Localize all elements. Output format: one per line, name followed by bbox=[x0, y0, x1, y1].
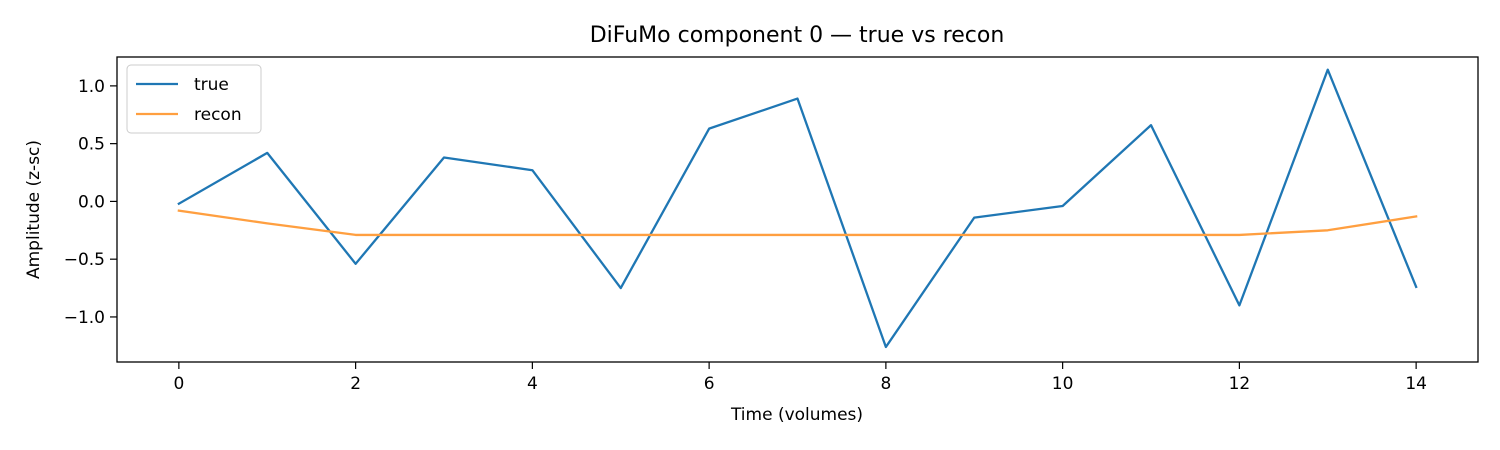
y-tick-label: −0.5 bbox=[64, 250, 105, 270]
y-tick-label: 0.5 bbox=[78, 135, 105, 155]
x-axis-label: Time (volumes) bbox=[730, 405, 863, 425]
x-axis-ticks: 0 2 4 6 8 10 12 14 bbox=[173, 362, 1427, 394]
y-axis-ticks: 1.0 0.5 0.0 −0.5 −1.0 bbox=[64, 77, 117, 328]
legend-label-true: true bbox=[194, 75, 229, 95]
x-tick-label: 12 bbox=[1229, 374, 1251, 394]
y-tick-label: 0.0 bbox=[78, 192, 105, 212]
y-tick-label: 1.0 bbox=[78, 77, 105, 97]
y-axis-label: Amplitude (z-sc) bbox=[24, 140, 44, 279]
series-line-true bbox=[177, 68, 1418, 349]
y-tick-label: −1.0 bbox=[64, 308, 105, 328]
legend-label-recon: recon bbox=[194, 105, 242, 125]
x-tick-label: 8 bbox=[880, 374, 891, 394]
x-tick-label: 14 bbox=[1405, 374, 1427, 394]
chart-title: DiFuMo component 0 — true vs recon bbox=[590, 23, 1005, 48]
series-layer bbox=[177, 68, 1418, 349]
series-line-recon bbox=[177, 209, 1418, 237]
legend: true recon bbox=[126, 64, 262, 134]
plot-frame bbox=[116, 56, 1479, 363]
x-tick-label: 2 bbox=[350, 374, 361, 394]
x-tick-label: 6 bbox=[704, 374, 715, 394]
legend-frame bbox=[126, 64, 262, 134]
x-tick-label: 0 bbox=[173, 374, 184, 394]
x-tick-label: 4 bbox=[527, 374, 538, 394]
x-tick-label: 10 bbox=[1052, 374, 1074, 394]
